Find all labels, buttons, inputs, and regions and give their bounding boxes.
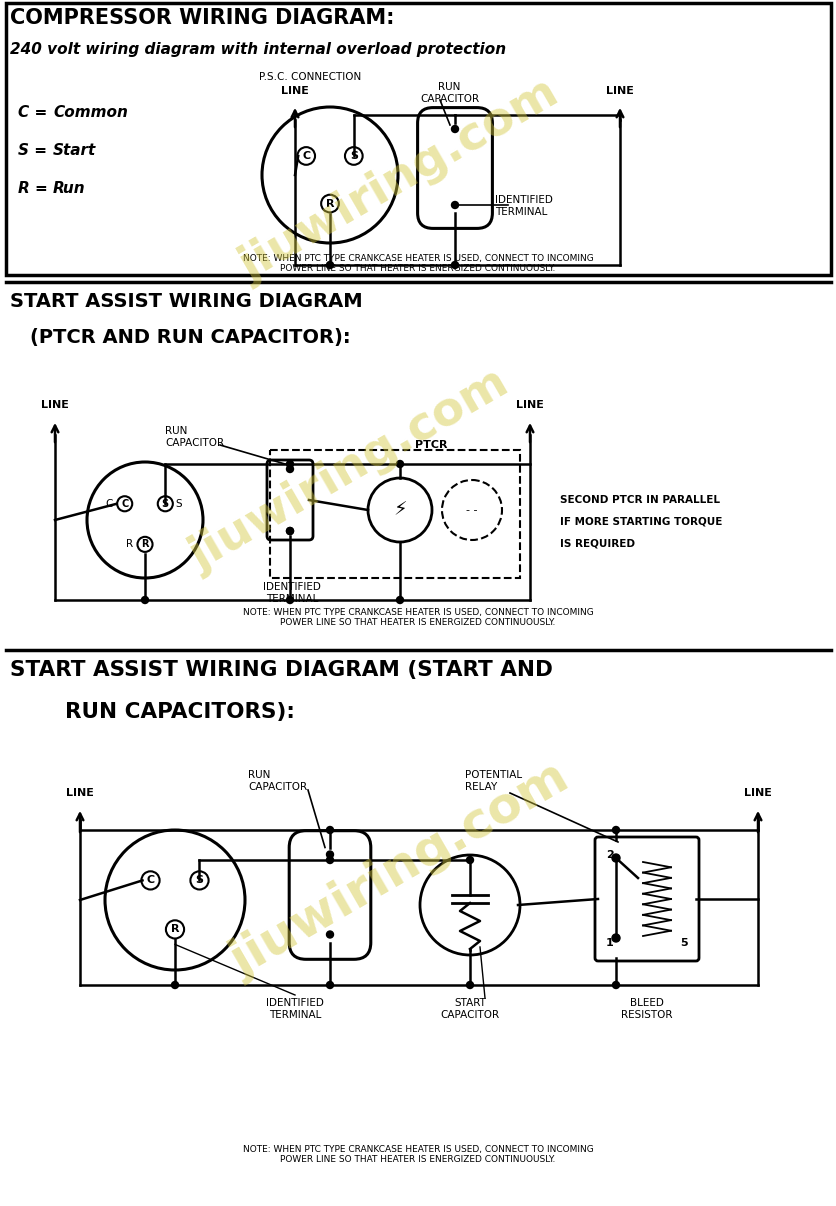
Circle shape bbox=[326, 851, 333, 857]
Circle shape bbox=[611, 854, 619, 862]
Text: IDENTIFIED
TERMINAL: IDENTIFIED TERMINAL bbox=[263, 582, 320, 603]
Text: LINE: LINE bbox=[743, 788, 771, 798]
Circle shape bbox=[286, 597, 293, 603]
Circle shape bbox=[466, 982, 473, 989]
Text: R: R bbox=[125, 539, 133, 550]
Circle shape bbox=[451, 262, 458, 269]
Circle shape bbox=[326, 856, 333, 863]
Text: jiuwiring.com: jiuwiring.com bbox=[232, 70, 567, 289]
Circle shape bbox=[451, 125, 458, 133]
Circle shape bbox=[396, 461, 403, 468]
Text: jiuwiring.com: jiuwiring.com bbox=[222, 754, 577, 987]
Text: C: C bbox=[302, 151, 310, 160]
Circle shape bbox=[396, 597, 403, 603]
Text: S: S bbox=[161, 499, 169, 509]
Circle shape bbox=[141, 597, 148, 603]
Text: RUN
CAPACITOR: RUN CAPACITOR bbox=[165, 426, 224, 447]
Text: C: C bbox=[121, 499, 128, 509]
Text: 5: 5 bbox=[680, 938, 687, 948]
Circle shape bbox=[451, 201, 458, 209]
Text: S =: S = bbox=[18, 144, 52, 158]
Circle shape bbox=[286, 527, 293, 534]
Text: LINE: LINE bbox=[41, 400, 69, 410]
Bar bbox=[270, 450, 519, 578]
Circle shape bbox=[286, 466, 293, 473]
Text: ⚡: ⚡ bbox=[393, 500, 406, 520]
Circle shape bbox=[326, 262, 333, 269]
Text: Run: Run bbox=[53, 181, 85, 197]
Text: 1: 1 bbox=[605, 938, 613, 948]
Text: S: S bbox=[349, 151, 357, 160]
Circle shape bbox=[326, 982, 333, 989]
Text: COMPRESSOR WIRING DIAGRAM:: COMPRESSOR WIRING DIAGRAM: bbox=[10, 8, 394, 28]
Circle shape bbox=[466, 856, 473, 863]
Circle shape bbox=[326, 931, 333, 938]
Text: START
CAPACITOR: START CAPACITOR bbox=[440, 999, 499, 1019]
Text: - -: - - bbox=[466, 505, 477, 515]
Text: RUN
CAPACITOR: RUN CAPACITOR bbox=[247, 769, 307, 791]
Circle shape bbox=[171, 982, 178, 989]
Text: PTCR: PTCR bbox=[415, 440, 447, 450]
Circle shape bbox=[612, 826, 619, 833]
Text: LINE: LINE bbox=[281, 86, 308, 96]
Circle shape bbox=[611, 933, 619, 942]
Text: IF MORE STARTING TORQUE: IF MORE STARTING TORQUE bbox=[559, 517, 721, 527]
Circle shape bbox=[612, 982, 619, 989]
Text: C: C bbox=[105, 499, 113, 509]
Text: S: S bbox=[196, 876, 203, 885]
Text: R: R bbox=[325, 199, 334, 209]
Text: R: R bbox=[141, 539, 149, 550]
Text: LINE: LINE bbox=[516, 400, 543, 410]
Text: IDENTIFIED
TERMINAL: IDENTIFIED TERMINAL bbox=[266, 999, 324, 1019]
Text: Start: Start bbox=[53, 144, 96, 158]
Text: 2: 2 bbox=[605, 850, 613, 860]
Text: IDENTIFIED
TERMINAL: IDENTIFIED TERMINAL bbox=[494, 195, 553, 217]
Circle shape bbox=[326, 826, 333, 833]
Text: R: R bbox=[171, 925, 179, 935]
Text: BLEED
RESISTOR: BLEED RESISTOR bbox=[620, 999, 672, 1019]
Text: C =: C = bbox=[18, 105, 53, 121]
Bar bbox=[6, 2, 830, 275]
Text: S: S bbox=[175, 499, 181, 509]
Text: RUN
CAPACITOR: RUN CAPACITOR bbox=[420, 82, 478, 104]
Text: C: C bbox=[146, 876, 155, 885]
Text: jiuwiring.com: jiuwiring.com bbox=[182, 361, 517, 580]
Text: START ASSIST WIRING DIAGRAM (START AND: START ASSIST WIRING DIAGRAM (START AND bbox=[10, 660, 553, 680]
Text: 240 volt wiring diagram with internal overload protection: 240 volt wiring diagram with internal ov… bbox=[10, 42, 506, 57]
Text: SECOND PTCR IN PARALLEL: SECOND PTCR IN PARALLEL bbox=[559, 494, 719, 505]
Circle shape bbox=[286, 461, 293, 468]
Text: START ASSIST WIRING DIAGRAM: START ASSIST WIRING DIAGRAM bbox=[10, 292, 362, 311]
Text: (PTCR AND RUN CAPACITOR):: (PTCR AND RUN CAPACITOR): bbox=[30, 328, 350, 347]
Text: NOTE: WHEN PTC TYPE CRANKCASE HEATER IS USED, CONNECT TO INCOMING
POWER LINE SO : NOTE: WHEN PTC TYPE CRANKCASE HEATER IS … bbox=[242, 254, 593, 274]
Text: LINE: LINE bbox=[605, 86, 633, 96]
Text: RUN CAPACITORS):: RUN CAPACITORS): bbox=[65, 702, 294, 722]
Text: IS REQUIRED: IS REQUIRED bbox=[559, 539, 635, 549]
Text: R =: R = bbox=[18, 181, 53, 197]
Text: P.S.C. CONNECTION: P.S.C. CONNECTION bbox=[258, 72, 360, 82]
Text: Common: Common bbox=[53, 105, 128, 121]
Text: POTENTIAL
RELAY: POTENTIAL RELAY bbox=[465, 769, 522, 791]
Text: NOTE: WHEN PTC TYPE CRANKCASE HEATER IS USED, CONNECT TO INCOMING
POWER LINE SO : NOTE: WHEN PTC TYPE CRANKCASE HEATER IS … bbox=[242, 1144, 593, 1165]
Text: NOTE: WHEN PTC TYPE CRANKCASE HEATER IS USED, CONNECT TO INCOMING
POWER LINE SO : NOTE: WHEN PTC TYPE CRANKCASE HEATER IS … bbox=[242, 608, 593, 627]
Circle shape bbox=[286, 527, 293, 534]
Text: LINE: LINE bbox=[66, 788, 94, 798]
